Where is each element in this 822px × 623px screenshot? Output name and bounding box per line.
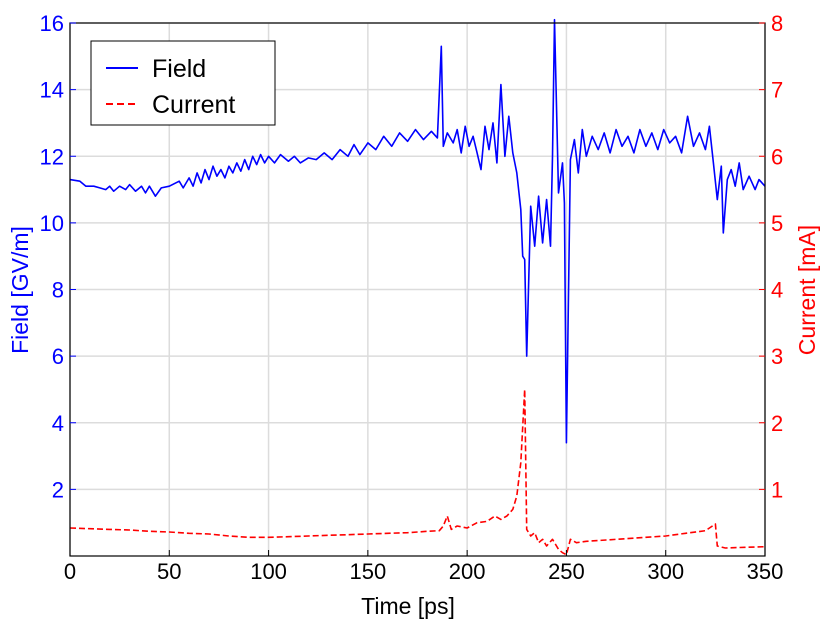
y-left-tick-label: 2 <box>52 477 64 502</box>
y-left-tick-label: 14 <box>40 78 64 103</box>
x-tick-label: 200 <box>449 559 486 584</box>
legend-field-label: Field <box>152 55 206 83</box>
y-left-tick-label: 8 <box>52 278 64 303</box>
y-right-tick-label: 6 <box>771 144 783 169</box>
y-left-tick-label: 4 <box>52 411 64 436</box>
y-left-tick-label: 16 <box>40 11 64 36</box>
y-right-tick-label: 1 <box>771 477 783 502</box>
grid <box>69 22 766 556</box>
x-axis-title: Time [ps] <box>361 593 455 619</box>
y-left-tick-label: 10 <box>40 211 64 236</box>
y-left-tick-label: 12 <box>40 144 64 169</box>
ticks: 0 50 100 150 200 250 300 3502468101214161234567… <box>40 11 784 584</box>
series-field-line <box>69 18 766 444</box>
series-current-line <box>69 388 766 556</box>
y-axis-left-title: Field [GV/m] <box>7 226 33 354</box>
y-left-tick-label: 6 <box>52 344 64 369</box>
y-right-tick-label: 8 <box>771 11 783 36</box>
x-tick-label: 350 <box>747 559 784 584</box>
y-axis-right-title: Current [mA] <box>794 225 820 355</box>
x-tick-label: 150 <box>349 559 386 584</box>
x-tick-label: 300 <box>647 559 684 584</box>
legend-current-label: Current <box>152 91 235 119</box>
y-right-tick-label: 4 <box>771 278 783 303</box>
legend-box <box>90 40 276 126</box>
y-right-tick-label: 3 <box>771 344 783 369</box>
legend: Field Current <box>90 40 276 126</box>
y-right-tick-label: 7 <box>771 78 783 103</box>
x-tick-label: 100 <box>250 559 287 584</box>
x-tick-label: 250 <box>548 559 585 584</box>
series-layer <box>69 18 766 556</box>
y-right-tick-label: 5 <box>771 211 783 236</box>
x-tick-label: 0 <box>64 559 76 584</box>
x-tick-label: 50 <box>157 559 181 584</box>
y-right-tick-label: 2 <box>771 411 783 436</box>
